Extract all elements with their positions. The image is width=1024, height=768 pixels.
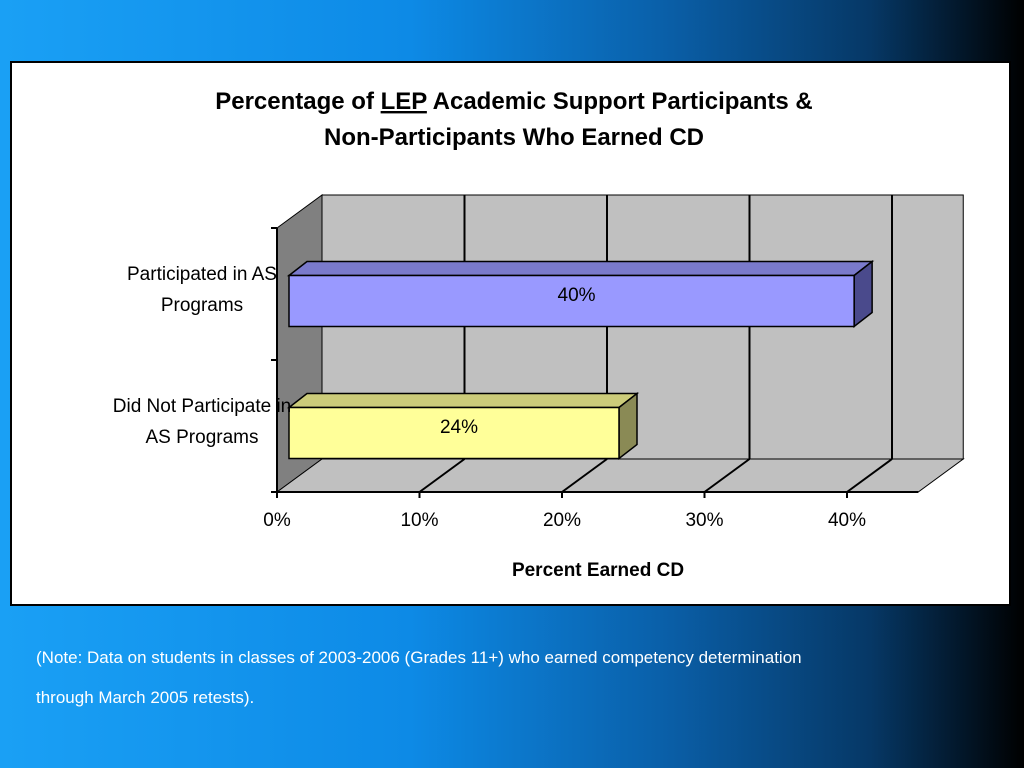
chart-title-line-2: Non-Participants Who Earned CD xyxy=(324,124,704,151)
bar-value-label: 40% xyxy=(558,285,596,306)
x-tick-label: 40% xyxy=(828,510,866,531)
bar xyxy=(288,274,855,328)
category-label: AS Programs xyxy=(146,427,259,448)
bar xyxy=(288,406,620,460)
bar-top-face xyxy=(286,392,640,409)
category-label: Programs xyxy=(161,295,243,316)
title-suffix: Academic Support Participants & xyxy=(427,88,813,115)
title-prefix: Percentage of xyxy=(215,88,380,115)
title-emphasis: LEP xyxy=(381,88,428,115)
x-axis-label: Percent Earned CD xyxy=(512,560,684,581)
bar-top-face xyxy=(286,260,875,277)
floor-gridline xyxy=(561,458,608,493)
bar-value-label: 24% xyxy=(440,417,478,438)
category-label: Participated in AS xyxy=(127,264,277,285)
footnote-line-2: through March 2005 retests). xyxy=(36,688,255,707)
floor-gridline xyxy=(418,458,466,493)
floor-gridline xyxy=(703,458,751,493)
floor-gridline xyxy=(846,458,893,493)
category-label: Did Not Participate in xyxy=(113,396,291,417)
x-tick-label: 20% xyxy=(543,510,581,531)
x-tick-label: 10% xyxy=(400,510,438,531)
x-tick-label: 0% xyxy=(263,510,291,531)
floor xyxy=(275,458,965,493)
plot-area: 0% 10% 20% 30% 40% 40% Participated in AS Progr… xyxy=(113,194,965,531)
chart-title-line-1: Percentage of LEP Academic Support Parti… xyxy=(215,88,813,115)
chart-frame: Percentage of LEP Academic Support Parti… xyxy=(10,61,1011,606)
footnote-line-1: (Note: Data on students in classes of 20… xyxy=(36,648,802,667)
x-tick-label: 30% xyxy=(685,510,723,531)
bar-chart: Percentage of LEP Academic Support Parti… xyxy=(113,88,965,581)
